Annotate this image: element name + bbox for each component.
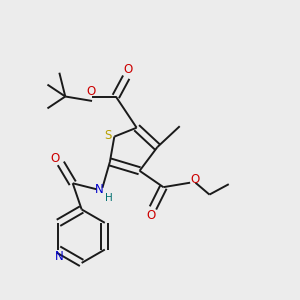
- Text: O: O: [50, 152, 59, 164]
- Text: O: O: [146, 209, 155, 222]
- Text: N: N: [55, 250, 63, 262]
- Text: S: S: [104, 129, 112, 142]
- Text: O: O: [123, 63, 132, 76]
- Text: O: O: [191, 173, 200, 186]
- Text: N: N: [95, 183, 104, 196]
- Text: O: O: [86, 85, 95, 98]
- Text: H: H: [104, 193, 112, 202]
